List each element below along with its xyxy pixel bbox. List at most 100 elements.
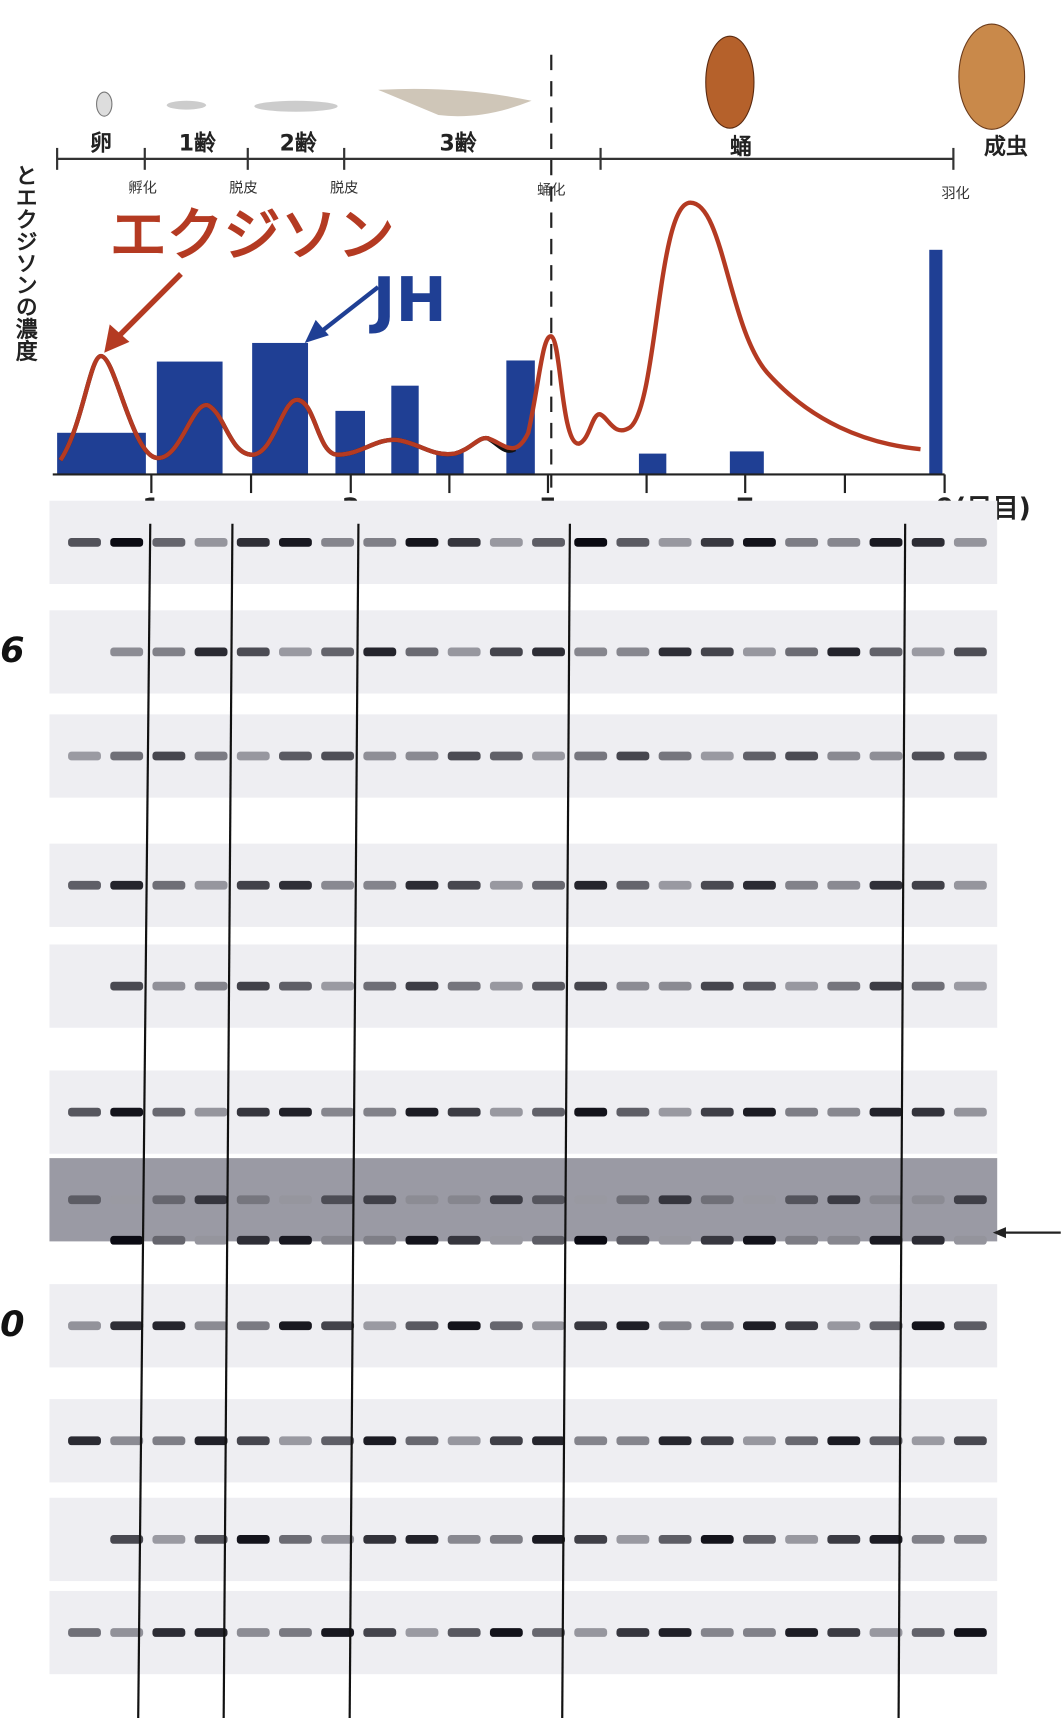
gel-band [110,538,143,547]
gel-band [490,1236,523,1245]
gel-band [616,1236,649,1245]
y-axis-label: とエクジソンの濃度 [12,164,37,363]
gel-band [152,1628,185,1637]
gel-band [406,1628,439,1637]
gel-band [195,538,228,547]
gel-band [68,538,101,547]
gel-band [279,982,312,991]
gel-band [912,1436,945,1445]
gel-band [574,538,607,547]
gel-band [785,1236,818,1245]
gel-band [701,538,734,547]
gel-band [363,1535,396,1544]
gel-band [406,1236,439,1245]
gel-band [363,1236,396,1245]
gel-band [574,881,607,890]
gel-band [659,1535,692,1544]
gel-band [827,1436,860,1445]
gel-band [237,881,270,890]
gel-band [68,1108,101,1117]
gel-band [279,1195,312,1204]
gel-band [659,1195,692,1204]
gel-band [743,1628,776,1637]
gel-band [912,752,945,761]
gel-band [616,881,649,890]
gel-band [406,1195,439,1204]
gel-band [321,1628,354,1637]
gel-band [195,881,228,890]
gel-band [827,1535,860,1544]
gel-band [870,1535,903,1544]
gel-band [827,752,860,761]
gel-band [237,538,270,547]
gel-band [448,1321,481,1330]
gel-band [195,1535,228,1544]
gel-band [870,1195,903,1204]
gel-band [448,648,481,657]
gel-band [574,648,607,657]
stage-label: 3齢 [440,131,477,157]
gel-band [363,1108,396,1117]
gel-band [870,538,903,547]
gel-band [490,982,523,991]
gel-band [279,881,312,890]
gel-band [279,1628,312,1637]
gel-band [743,648,776,657]
gel-band [237,752,270,761]
gel-band [532,1535,565,1544]
gel-band [152,982,185,991]
gel-band [195,982,228,991]
gel-band [152,538,185,547]
gel-band [616,1195,649,1204]
gel-band [490,1321,523,1330]
gel-band [954,881,987,890]
gel-band [110,1236,143,1245]
gel-band [743,982,776,991]
gel-band [406,881,439,890]
gel-band [912,1628,945,1637]
gel-band [448,1108,481,1117]
gel-band [363,752,396,761]
gel-band [279,752,312,761]
gel-band [195,1195,228,1204]
gel-band [490,752,523,761]
gel-band [490,538,523,547]
gel-band [110,1195,143,1204]
gel-band [363,538,396,547]
gel-band [68,1628,101,1637]
gel-band [912,1321,945,1330]
gel-band [321,648,354,657]
gel-band [659,1436,692,1445]
gel-band [574,1628,607,1637]
gel-band [616,1628,649,1637]
gel-band [406,982,439,991]
gel-band [701,881,734,890]
gel-band [912,1108,945,1117]
event-label: 羽化 [941,185,969,202]
gel-band [406,1321,439,1330]
gel-band [448,1195,481,1204]
gel-band [110,1321,143,1330]
gel-band [870,881,903,890]
gel-band [827,1195,860,1204]
gel-band [237,1535,270,1544]
gel-band [616,982,649,991]
gel-band [279,538,312,547]
gel-band [68,1195,101,1204]
gel-band [406,1108,439,1117]
gel-band [574,982,607,991]
gel-band [912,1535,945,1544]
gel-band [574,1108,607,1117]
gel-band [279,1436,312,1445]
gel-band [195,648,228,657]
gel-band [827,1236,860,1245]
gel-band [110,1108,143,1117]
gel-band [237,648,270,657]
gel-band [870,1321,903,1330]
gel-band [110,648,143,657]
gel-band [532,1236,565,1245]
gel-band [490,648,523,657]
gel-band [152,1321,185,1330]
gel-band [490,1628,523,1637]
gel-band [237,1436,270,1445]
